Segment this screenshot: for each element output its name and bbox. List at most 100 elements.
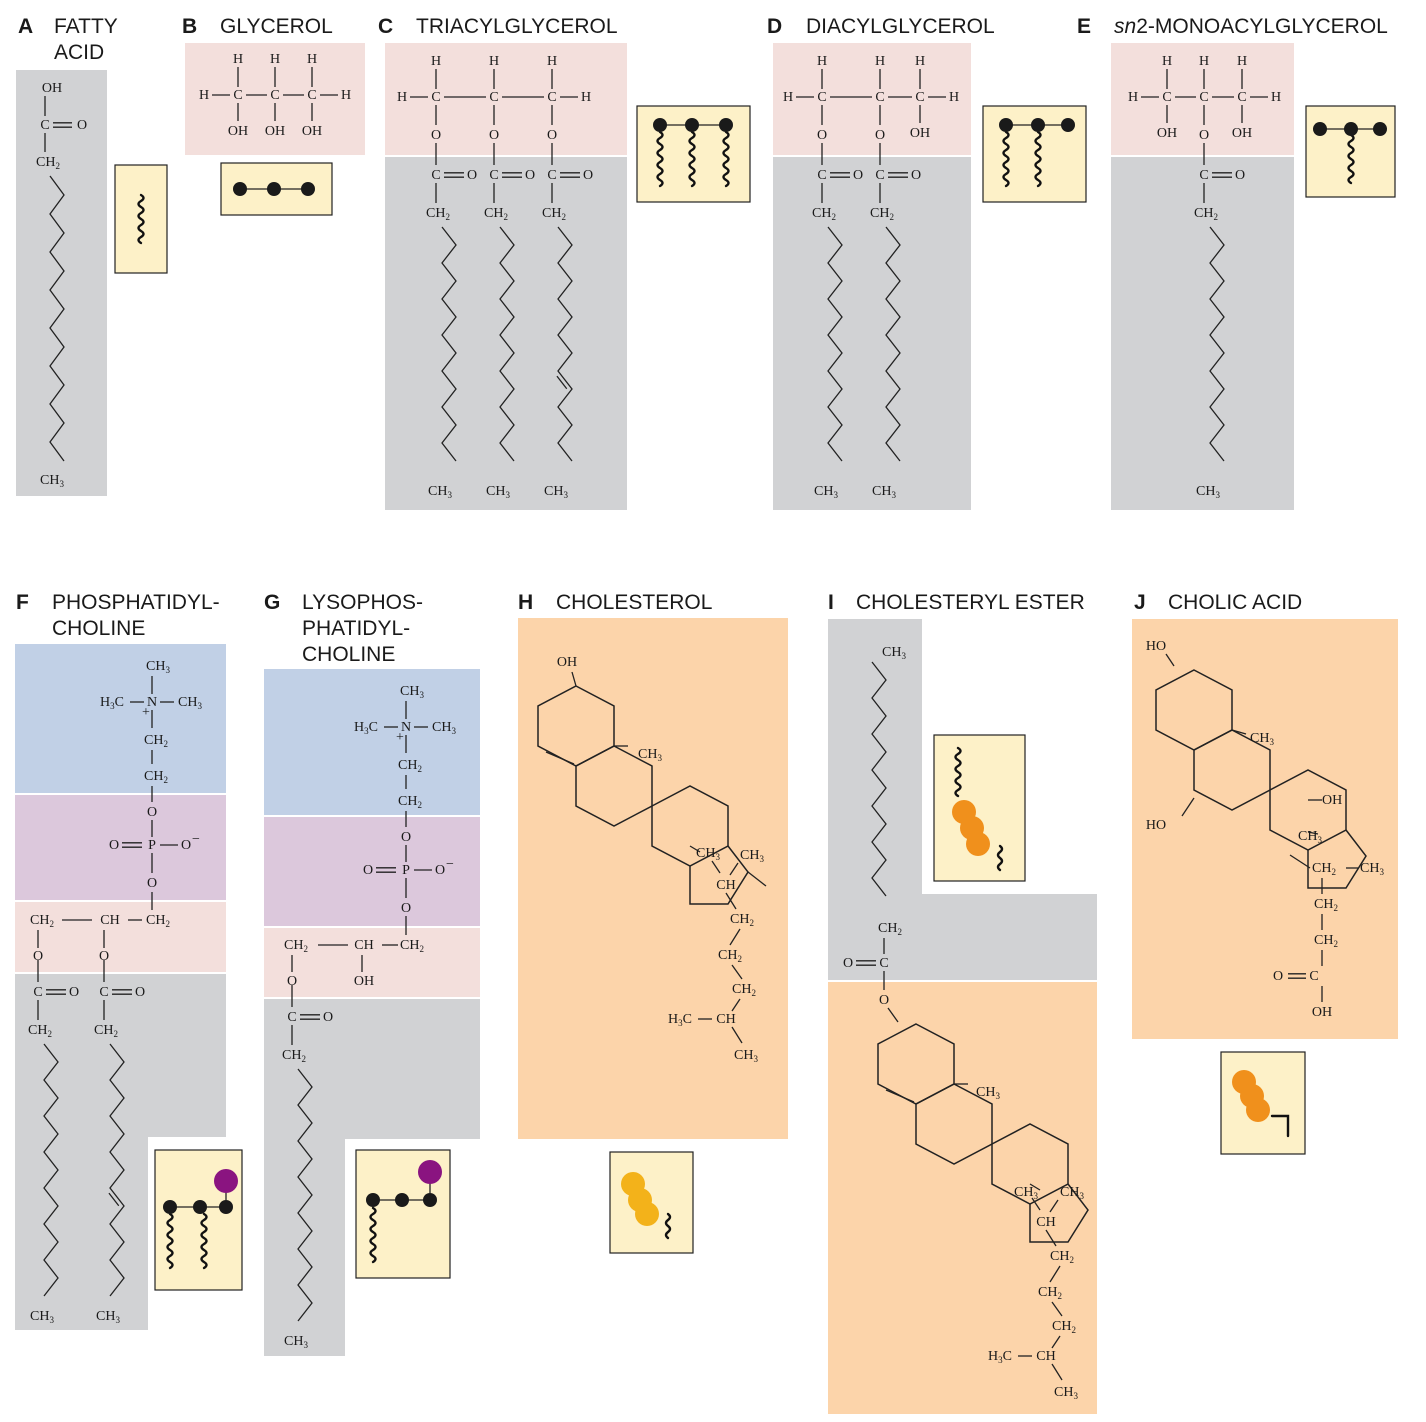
- ch2-label: CH2: [1050, 1249, 1074, 1266]
- panel-title: CHOLESTERYL ESTER: [856, 591, 1085, 614]
- ch2-label: CH2: [730, 912, 754, 929]
- bond: [1029, 1183, 1041, 1191]
- bond: [731, 1026, 743, 1044]
- wavy-chain-icon: [722, 130, 730, 188]
- panel-title: LYSOPHOS-: [302, 591, 423, 614]
- glycerol-carbon-dot: [193, 1200, 207, 1214]
- glycerol-carbon-dot: [1344, 122, 1358, 136]
- wavy-chain-icon: [996, 844, 1004, 872]
- sterol-region: [828, 982, 1097, 1414]
- panel-letter: F: [16, 591, 29, 614]
- ch2-label: CH2: [732, 982, 756, 999]
- panel-f-phosphatidylcholine: F PHOSPHATIDYL- CHOLINE CH3 H3C N+ CH3 CH2 CH2 O P…: [15, 591, 243, 1330]
- double-bond: [885, 1089, 915, 1103]
- ch2-label: CH2: [1052, 1319, 1076, 1336]
- atom-label: O: [401, 830, 411, 845]
- ch3-label: CH3: [814, 484, 838, 501]
- atom-label: H: [1128, 90, 1138, 105]
- bond: [1049, 1199, 1059, 1213]
- panel-title: GLYCEROL: [220, 15, 333, 38]
- atom-label: O: [1199, 128, 1209, 143]
- atom-label: CH: [100, 913, 119, 928]
- wavy-chain-icon: [1347, 133, 1355, 185]
- atom-label: O: [69, 985, 79, 1000]
- ch3-label: CH3: [1054, 1385, 1078, 1402]
- bond: [1307, 831, 1319, 835]
- atom-label: C: [879, 956, 888, 971]
- atom-label: O: [435, 863, 445, 878]
- atom-label: −: [192, 832, 200, 847]
- bond: [731, 964, 743, 980]
- atom-label: OH: [42, 81, 62, 96]
- acyl-chain-region: [16, 70, 107, 496]
- bond: [1045, 1229, 1057, 1247]
- ch3-label: CH3: [1060, 1185, 1084, 1202]
- panel-letter: G: [264, 591, 280, 614]
- atom-label: N: [401, 720, 411, 735]
- panel-letter: J: [1134, 591, 1146, 614]
- steroid-ring: [1029, 1183, 1089, 1243]
- atom-label: O: [287, 974, 297, 989]
- acyl-chain: [49, 175, 65, 462]
- ch2-label: CH2: [28, 1023, 52, 1040]
- ch3-label: CH3: [486, 484, 510, 501]
- atom-label: H: [1162, 54, 1172, 69]
- bond: [1031, 1197, 1041, 1211]
- ch2-label: CH2: [398, 758, 422, 775]
- atom-label: O: [147, 805, 157, 820]
- atom-label: H: [233, 52, 243, 67]
- panel-title: sn2-MONOACYLGLYCEROL: [1114, 15, 1388, 38]
- acyl-chain: [827, 226, 843, 462]
- steroid-ring: [1193, 729, 1271, 811]
- atom-label: C: [431, 168, 440, 183]
- glycerol-carbon-dot: [395, 1193, 409, 1207]
- acyl-chain-region: [773, 157, 971, 510]
- atom-label: O: [817, 128, 827, 143]
- atom-label: C: [33, 985, 42, 1000]
- ch2-label: CH2: [426, 206, 450, 223]
- atom-label: P: [148, 838, 156, 853]
- panel-letter: D: [767, 15, 782, 38]
- bond: [1051, 1301, 1063, 1317]
- atom-label: C: [233, 88, 242, 103]
- panel-title: CHOLIC ACID: [1168, 591, 1302, 614]
- atom-label: OH: [354, 974, 374, 989]
- atom-label: O: [853, 168, 863, 183]
- panel-i-cholesteryl-ester: I CHOLESTERYL ESTER CH3 CH2 C O O CH3 CH3 CH CH3 CH…: [828, 591, 1097, 1414]
- ch2-label: CH2: [36, 155, 60, 172]
- ch3-label: CH3: [432, 720, 456, 737]
- carboxyl-tail-icon: [1270, 1114, 1290, 1138]
- ch3-label: CH3: [428, 484, 452, 501]
- bond: [747, 871, 767, 887]
- panel-title: PHOSPHATIDYL-: [52, 591, 220, 614]
- ch3-label: CH3: [638, 747, 662, 764]
- panel-title: FATTY: [54, 15, 118, 38]
- ch3-label: CH3: [544, 484, 568, 501]
- ch2-label: CH2: [1038, 1285, 1062, 1302]
- atom-label: H: [199, 88, 209, 103]
- atom-label: O: [547, 128, 557, 143]
- atom-label: O: [1273, 969, 1283, 984]
- bond: [729, 862, 739, 876]
- bond: [1181, 797, 1195, 817]
- ch2-label: CH2: [1194, 206, 1218, 223]
- panel-title: PHATIDYL-: [302, 617, 410, 640]
- ch3-label: CH3: [696, 846, 720, 863]
- glycerol-region: [1111, 43, 1294, 155]
- atom-label: O: [109, 838, 119, 853]
- atom-label: O: [147, 876, 157, 891]
- atom-label: C: [307, 88, 316, 103]
- ch2-label: CH2: [542, 206, 566, 223]
- atom-label: C: [1309, 969, 1318, 984]
- atom-label: C: [99, 985, 108, 1000]
- acyl-chain-region: [385, 157, 627, 510]
- atom-label: −: [446, 857, 454, 872]
- acyl-chain: [43, 1043, 59, 1297]
- panel-letter: A: [18, 15, 33, 38]
- icon-box: [933, 734, 1026, 882]
- glycerol-carbon-dot: [1031, 118, 1045, 132]
- panel-letter: B: [182, 15, 197, 38]
- ch3-label: CH3: [284, 1334, 308, 1351]
